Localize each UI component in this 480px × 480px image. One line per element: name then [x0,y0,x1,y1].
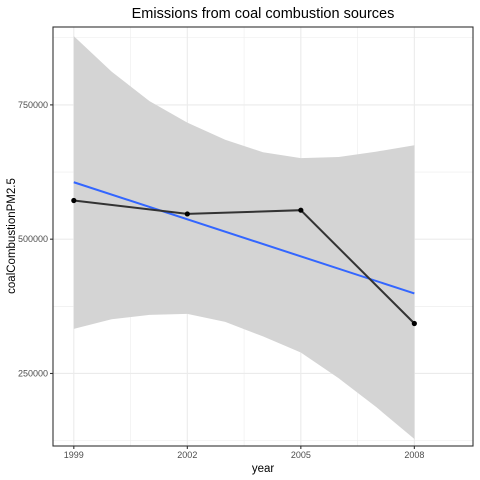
x-tick-label: 2005 [291,450,311,460]
x-axis-title: year [252,463,275,475]
y-tick-label: 250000 [18,368,48,378]
series-line [73,199,416,325]
data-point [184,211,190,217]
y-axis-title: coalCombustionPM2.5 [6,178,18,294]
trend-line-layer [73,181,415,295]
y-axis: 250000 500000 750000 [18,100,53,378]
x-tick-label: 2008 [404,450,424,460]
data-point [298,207,304,213]
trend-line [73,181,415,295]
x-tick-label: 2002 [177,450,197,460]
chart-title: Emissions from coal combustion sources [132,6,395,22]
y-tick-label: 500000 [18,234,48,244]
data-point [71,197,77,204]
data-point [411,320,417,327]
x-tick-label: 1999 [64,450,84,460]
plot-border [52,26,474,447]
y-tick-label: 750000 [18,100,48,110]
x-axis: 1999 2002 2005 2008 [64,446,424,460]
series-layer [71,197,417,327]
